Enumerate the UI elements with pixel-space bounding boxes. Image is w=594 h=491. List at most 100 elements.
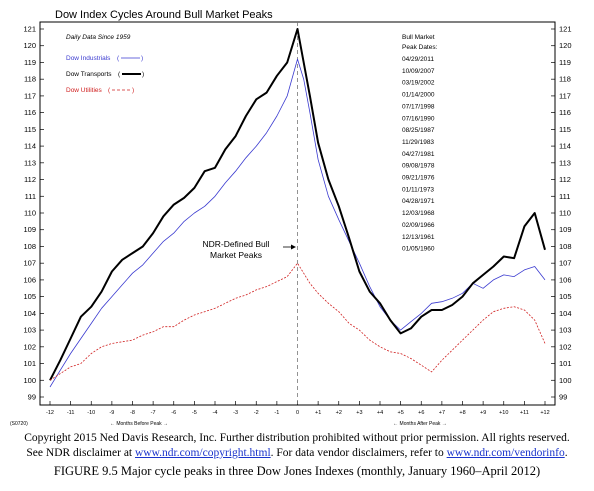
figure-caption: FIGURE 9.5 Major cycle peaks in three Do… (0, 464, 594, 478)
peak-date: 07/17/1998 (402, 103, 435, 110)
x-tick-label: +5 (397, 410, 403, 416)
x-tick-label: -8 (130, 410, 135, 416)
caption-line-2-middle: . For data vendor disclaimers, refer to (270, 447, 447, 459)
peak-date: 09/21/1976 (402, 175, 435, 182)
series-layer (49, 28, 546, 388)
x-tick-label: -4 (213, 410, 218, 416)
peak-date: 01/14/2000 (402, 92, 435, 99)
peak-date: 03/19/2002 (402, 80, 435, 87)
x-tick-label: -2 (254, 410, 259, 416)
peak-date: 12/03/1968 (402, 210, 435, 217)
annotation-arrowhead (291, 244, 296, 250)
peak-date: 08/25/1987 (402, 127, 435, 134)
y-tick-label-left: 100 (23, 376, 36, 385)
series-line-transports (49, 28, 546, 381)
y-tick-label-right: 121 (559, 25, 572, 34)
caption-line-2-suffix: . (564, 447, 568, 459)
peak-date: 10/09/2007 (402, 68, 435, 75)
x-tick-label: -10 (87, 410, 95, 416)
peak-date: 04/27/1981 (402, 151, 435, 158)
peak-date: 04/28/1971 (402, 198, 435, 205)
y-tick-label-left: 101 (23, 359, 36, 368)
x-tick-label: -12 (46, 410, 54, 416)
x-tick-label: -9 (109, 410, 114, 416)
peak-dates-header-1: Bull Market (402, 34, 435, 41)
annotation-line-1: NDR-Defined Bull (202, 239, 269, 249)
y-tick-label-left: 114 (24, 142, 36, 151)
y-tick-label-right: 104 (559, 309, 572, 318)
y-tick-label-right: 106 (559, 275, 572, 284)
peak-date: 01/11/1973 (402, 186, 434, 193)
y-tick-label-left: 115 (24, 125, 36, 134)
x-tick-label: +8 (459, 410, 465, 416)
y-tick-label-right: 120 (559, 41, 572, 50)
vendor-info-link[interactable]: www.ndr.com/vendorinfo (446, 447, 565, 459)
peak-date: 07/16/1990 (402, 115, 435, 122)
y-tick-label-left: 109 (23, 225, 36, 234)
y-tick-label-right: 119 (559, 58, 571, 67)
legend-label-industrials: Dow Industrials (66, 55, 111, 62)
y-tick-label-right: 110 (559, 209, 571, 218)
x-tick-label: +11 (520, 410, 529, 416)
y-tick-label-left: 117 (24, 91, 36, 100)
chart-title: Dow Index Cycles Around Bull Market Peak… (55, 9, 273, 21)
legend-swatch-end-industrials: ) (141, 55, 143, 62)
y-tick-label-right: 118 (559, 75, 571, 84)
y-tick-label-right: 112 (559, 175, 571, 184)
x-tick-label: 0 (296, 410, 299, 416)
x-axis-label-left: ← Months Before Peak → (110, 421, 168, 427)
chart-subtitle: Daily Data Since 1959 (66, 34, 131, 41)
peak-date: 12/13/1961 (402, 234, 435, 241)
y-tick-label-left: 102 (23, 342, 36, 351)
peak-date: 11/29/1983 (402, 139, 434, 146)
peak-date: 01/05/1960 (402, 246, 435, 253)
legend-swatch-utilities: ( (108, 87, 111, 94)
x-tick-label: -11 (67, 410, 75, 416)
legend-swatch-end-utilities: ) (132, 87, 134, 94)
peak-date: 02/09/1966 (402, 222, 435, 229)
x-tick-label: -7 (151, 410, 156, 416)
x-tick-label: -3 (233, 410, 238, 416)
peak-date: 04/29/2011 (402, 56, 434, 63)
caption-disclaimer: See NDR disclaimer at www.ndr.com/copyri… (0, 446, 594, 460)
x-tick-label: +10 (499, 410, 508, 416)
x-tick-label: +12 (540, 410, 549, 416)
source-code: (S0720) (10, 421, 28, 427)
legend-label-utilities: Dow Utilities (66, 87, 103, 94)
y-tick-label-right: 103 (559, 326, 572, 335)
y-tick-label-right: 102 (559, 342, 572, 351)
x-tick-label: +2 (336, 410, 342, 416)
y-tick-label-left: 118 (24, 75, 36, 84)
y-tick-label-left: 120 (23, 41, 36, 50)
y-tick-label-left: 111 (25, 192, 36, 201)
copyright-link[interactable]: www.ndr.com/copyright.html (135, 447, 271, 459)
x-tick-label: -5 (192, 410, 197, 416)
legend: Dow Industrials ( ) Dow Transports ( ) D… (66, 55, 144, 94)
y-tick-label-left: 108 (23, 242, 36, 251)
y-tick-label-right: 107 (559, 259, 572, 268)
x-tick-label: +6 (418, 410, 424, 416)
y-tick-label-left: 121 (23, 25, 36, 34)
y-tick-label-left: 110 (24, 209, 36, 218)
y-tick-label-left: 113 (24, 158, 36, 167)
series-line-industrials (49, 58, 546, 388)
x-tick-label: +9 (480, 410, 486, 416)
y-tick-label-left: 99 (28, 393, 36, 402)
legend-swatch-transports: ( (118, 71, 121, 78)
y-tick-label-left: 104 (23, 309, 36, 318)
x-tick-label: +1 (315, 410, 321, 416)
y-tick-label-right: 115 (559, 125, 571, 134)
dow-cycle-chart: 99 99 100 100 101 101 102 102 103 103 104 104 105 105… (10, 9, 572, 427)
y-tick-label-right: 116 (559, 108, 571, 117)
grid-layer: 99 99 100 100 101 101 102 102 103 103 104 104 105 105… (23, 22, 572, 416)
x-tick-label: +7 (439, 410, 445, 416)
peak-dates-list: Bull Market Peak Dates: 04/29/2011 10/09/… (402, 34, 438, 253)
y-tick-label-left: 106 (23, 275, 36, 284)
peak-date: 09/08/1978 (402, 163, 435, 170)
y-tick-label-left: 103 (23, 326, 36, 335)
y-tick-label-right: 105 (559, 292, 572, 301)
y-tick-label-left: 112 (24, 175, 36, 184)
peak-annotation: NDR-Defined Bull Market Peaks (202, 239, 296, 260)
y-tick-label-left: 119 (24, 58, 36, 67)
figure-caption-text: FIGURE 9.5 Major cycle peaks in three Do… (53, 464, 541, 478)
